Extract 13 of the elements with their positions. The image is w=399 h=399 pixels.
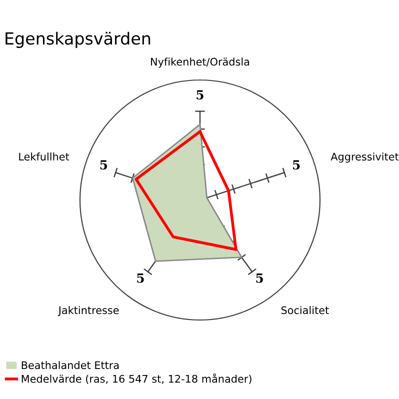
spoke-label: Lekfullhet [19, 152, 70, 161]
chart-title: Egenskapsvärden [6, 32, 150, 48]
text: 5 [100, 160, 108, 170]
text: 5 [256, 274, 263, 283]
text: 5 [293, 160, 300, 170]
legend-label: Beathalandet Ettra [22, 361, 119, 370]
text: 5 [196, 90, 204, 100]
text: 5 [137, 274, 144, 283]
spoke-label: Nyfikenhet/Orädsla [151, 58, 250, 68]
legend-label: Medelvärde (ras, 16 547 st, 12-18 månader) [22, 373, 252, 384]
spoke-label: Aggressivitet [330, 152, 399, 163]
spoke-label: Jaktintresse [58, 306, 119, 316]
spoke-label: Socialitet [281, 306, 329, 314]
